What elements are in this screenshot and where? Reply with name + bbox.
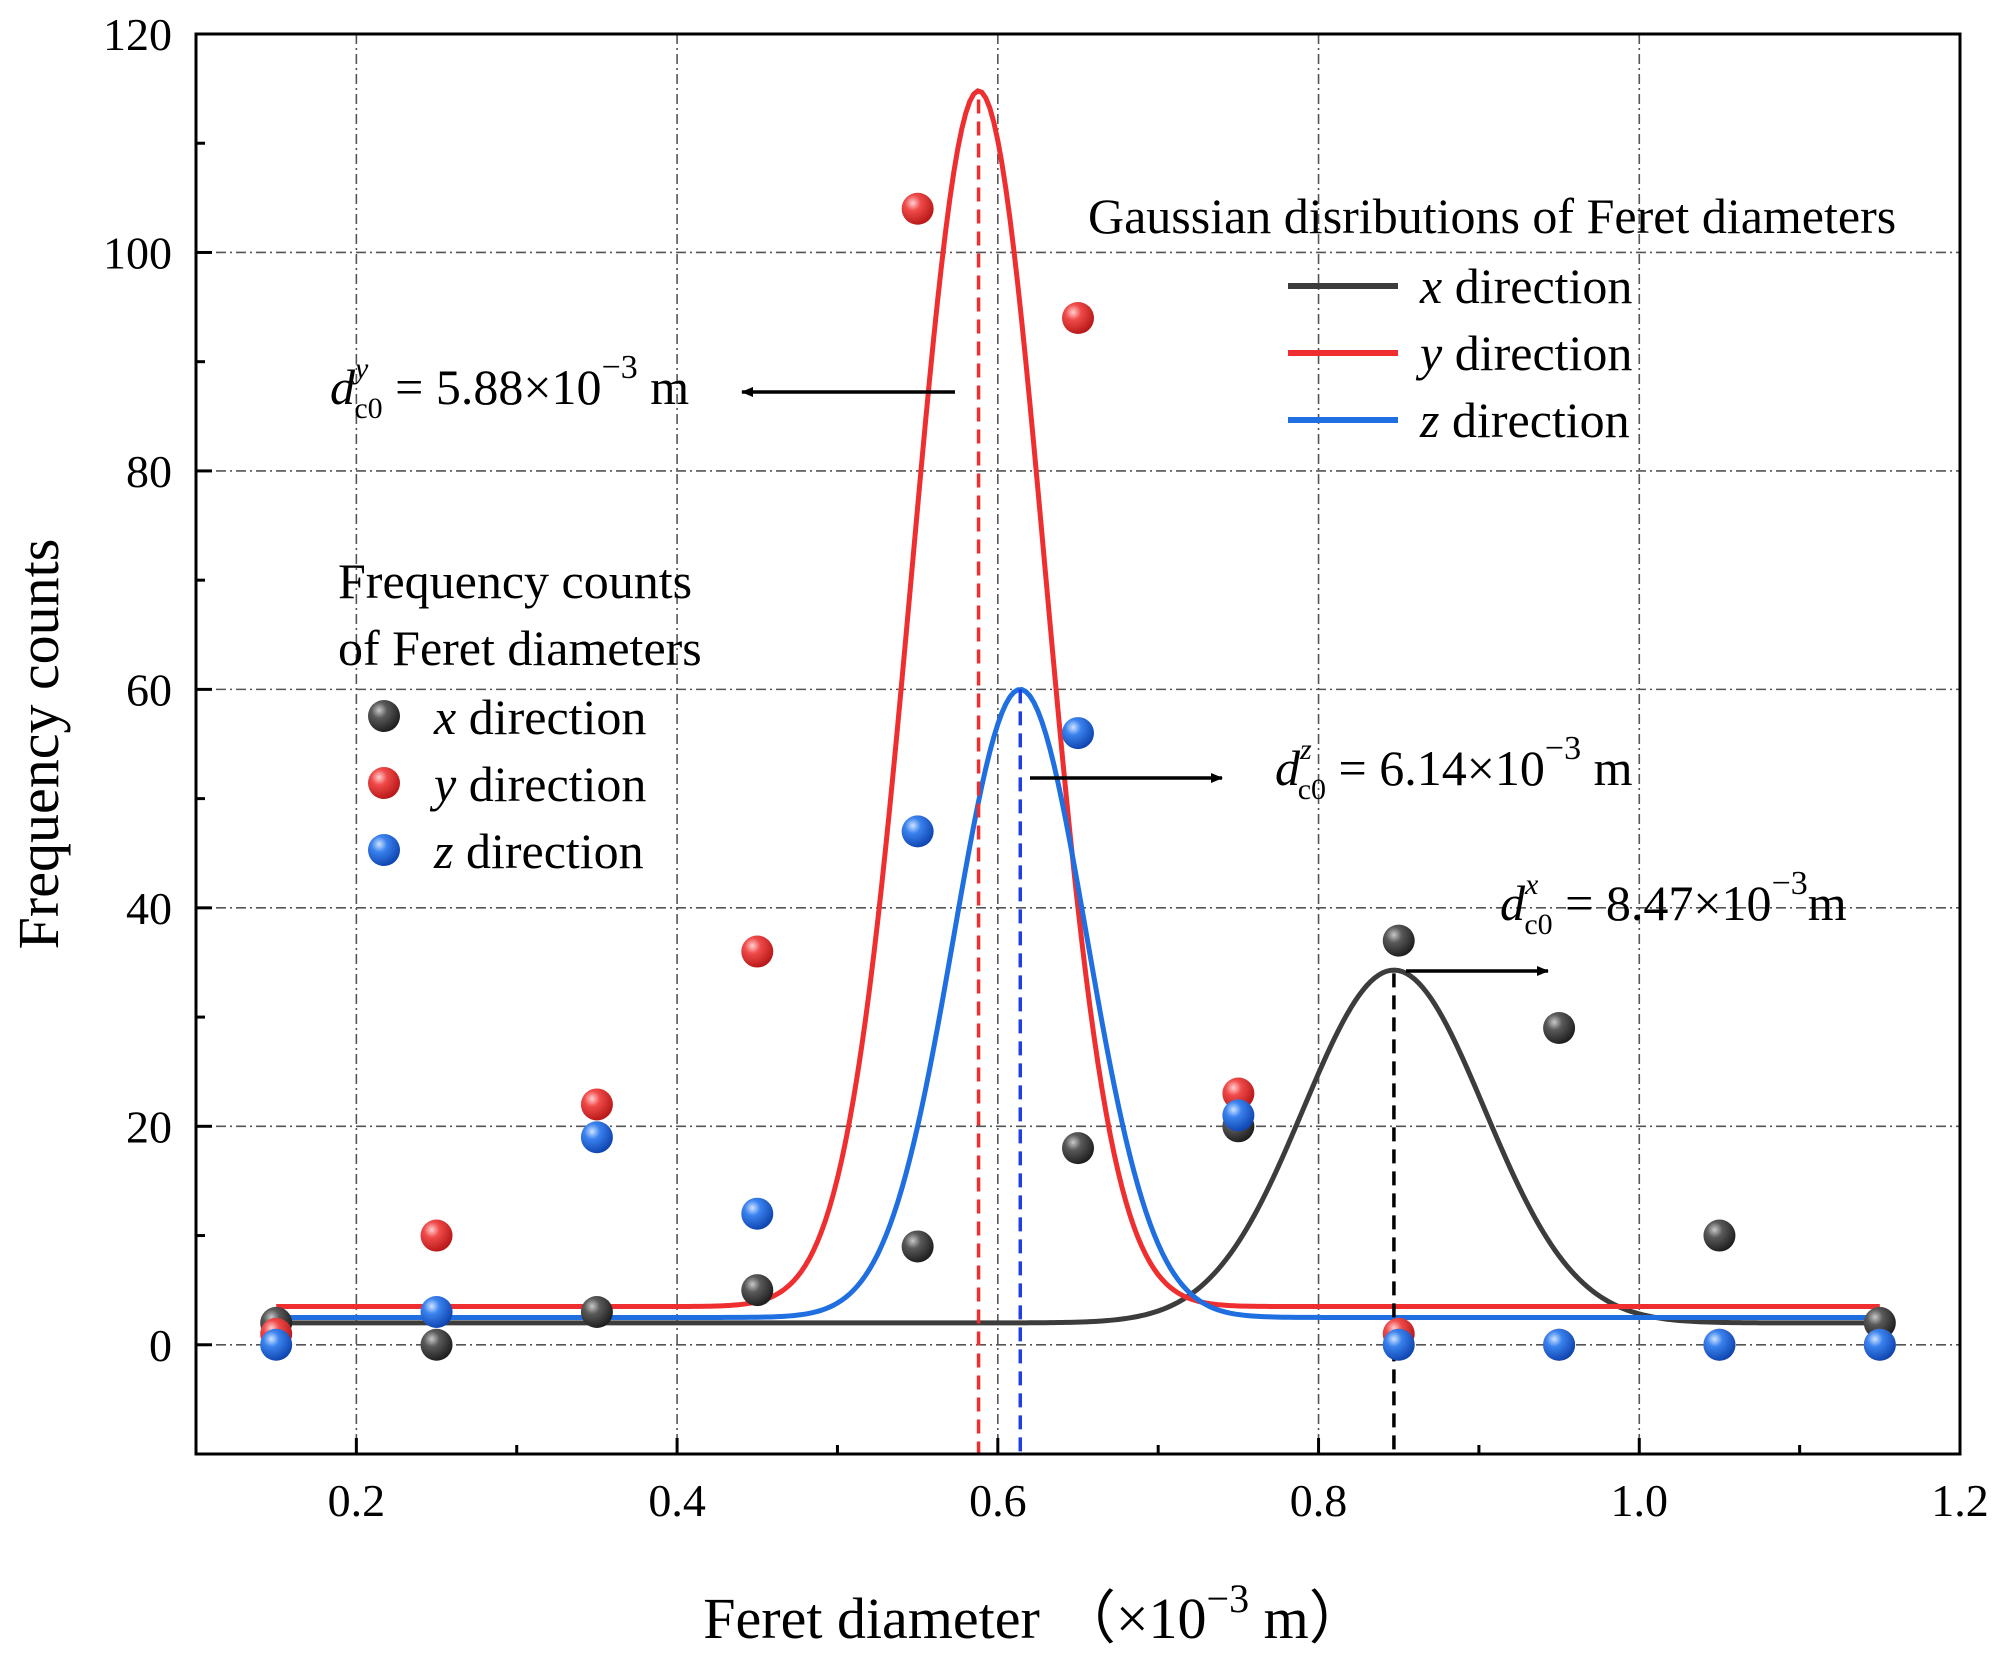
point-z <box>1382 1328 1415 1361</box>
point-z <box>1703 1328 1736 1361</box>
point-z <box>741 1197 774 1230</box>
legend-marker-z <box>368 834 400 866</box>
x-tick-label: 0.8 <box>1290 1475 1348 1526</box>
legend-gaussian-title: Gaussian disributions of Feret diameters <box>1088 188 1896 244</box>
legend-points-label-z: z direction <box>433 823 644 879</box>
annotation-z: dz c0 = 6.14×10−3 m <box>1030 730 1633 806</box>
legend-points-title-2: of Feret diameters <box>338 620 702 676</box>
legend-gaussian: Gaussian disributions of Feret diameters… <box>1088 188 1896 448</box>
legend-points-entry-y: y direction <box>368 756 646 812</box>
peak-lines <box>976 99 1396 1454</box>
y-tick-label: 80 <box>126 446 172 497</box>
point-y <box>1062 302 1094 334</box>
point-y <box>901 192 934 225</box>
point-x <box>741 1274 774 1307</box>
data-points <box>260 192 1896 1361</box>
x-axis-title: Feret diameter （×10−3 m） <box>703 1576 1366 1651</box>
plot-frame <box>194 32 1962 1456</box>
x-tick-label: 1.2 <box>1931 1475 1989 1526</box>
grid <box>196 34 1960 1454</box>
point-x <box>901 1230 934 1263</box>
axes: 0.2 0.4 0.6 0.8 1.0 1.2 0 20 40 60 80 100 120 <box>103 9 1989 1526</box>
annotation-y-text: dy c0 = 5.88×10−3 m <box>330 349 689 425</box>
y-tick-label: 60 <box>126 664 172 715</box>
gaussian-curve-x <box>276 967 1880 1326</box>
x-tick-label: 0.6 <box>969 1475 1027 1526</box>
point-y <box>580 1088 613 1121</box>
point-x <box>420 1328 453 1361</box>
point-z <box>1863 1328 1896 1361</box>
legend-points-label-x: x direction <box>433 689 646 745</box>
legend-points-entry-z: z direction <box>368 823 644 879</box>
legend-gaussian-label-y: y direction <box>1415 325 1632 381</box>
legend-gaussian-label-x: x direction <box>1419 258 1632 314</box>
point-z <box>1062 717 1094 750</box>
annotation-z-text: dz c0 = 6.14×10−3 m <box>1275 730 1633 806</box>
point-x <box>1382 924 1415 957</box>
legend-gaussian-label-z: z direction <box>1419 392 1630 448</box>
annotation-x-text: dx c0 = 8.47×10−3m <box>1500 865 1847 941</box>
legend-points-label-y: y direction <box>429 756 646 812</box>
point-x <box>580 1296 613 1328</box>
legend-points-entry-x: x direction <box>368 689 646 745</box>
y-tick-label: 120 <box>103 9 172 60</box>
point-y <box>741 935 774 968</box>
legend-points: Frequency counts of Feret diameters x di… <box>338 553 702 879</box>
legend-gaussian-entry-x: x direction <box>1288 258 1632 314</box>
point-z <box>1222 1099 1255 1132</box>
point-y <box>420 1219 453 1252</box>
point-z <box>420 1296 453 1328</box>
x-tick-label: 0.2 <box>328 1475 386 1526</box>
legend-marker-y <box>368 767 400 799</box>
gaussian-curve-z <box>276 687 1880 1320</box>
point-z <box>1543 1328 1576 1361</box>
x-tick-label: 0.4 <box>648 1475 706 1526</box>
point-x <box>1703 1219 1736 1252</box>
y-tick-label: 40 <box>126 883 172 934</box>
gaussian-curves <box>276 88 1880 1326</box>
point-x <box>1062 1132 1094 1165</box>
y-tick-label: 0 <box>149 1320 172 1371</box>
point-z <box>901 815 934 848</box>
gaussian-curve-y <box>276 88 1880 1310</box>
y-axis-title: Frequency counts <box>6 539 71 950</box>
legend-gaussian-entry-z: z direction <box>1288 392 1630 448</box>
x-tick-label: 1.0 <box>1611 1475 1669 1526</box>
annotation-y: dy c0 = 5.88×10−3 m <box>330 349 955 425</box>
point-x <box>1543 1012 1576 1044</box>
annotation-x: dx c0 = 8.47×10−3m <box>1406 865 1847 976</box>
point-z <box>260 1328 293 1361</box>
legend-gaussian-entry-y: y direction <box>1288 325 1632 381</box>
y-tick-label: 100 <box>103 227 172 278</box>
legend-marker-x <box>368 700 400 732</box>
legend-points-title-1: Frequency counts <box>338 553 692 609</box>
point-z <box>580 1121 613 1154</box>
y-tick-label: 20 <box>126 1101 172 1152</box>
